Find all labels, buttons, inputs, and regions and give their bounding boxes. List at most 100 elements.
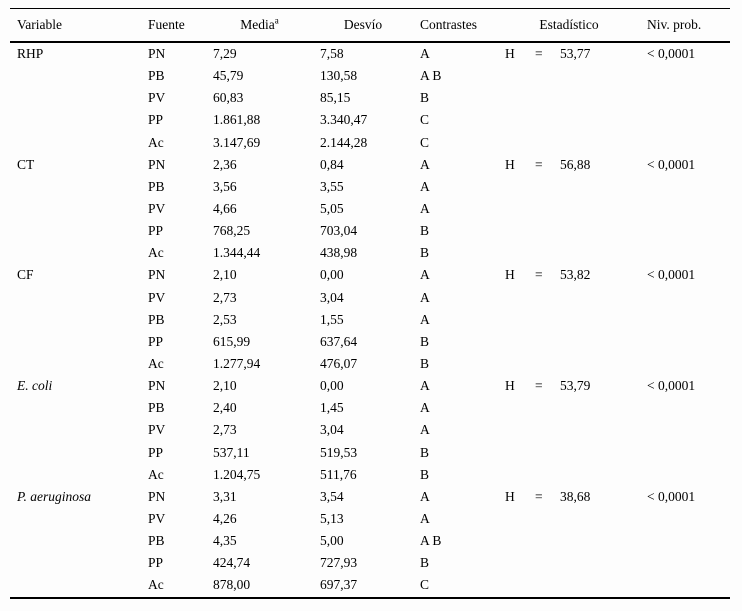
variable-cell: E. coli <box>17 378 53 394</box>
desvio-cell: 3,54 <box>320 488 344 504</box>
media-cell: 615,99 <box>213 333 251 349</box>
stat-symbol-cell: H <box>505 378 515 394</box>
stat-equals-cell <box>528 442 553 464</box>
media-cell: 60,83 <box>213 90 244 106</box>
stat-symbol-cell <box>498 464 528 486</box>
media-cell: 4,35 <box>213 533 237 549</box>
fuente-cell: Ac <box>148 466 164 482</box>
table-row: E. coli PN 2,10 0,00 A H = 53,79 < 0,000… <box>10 375 730 397</box>
desvio-cell: 697,37 <box>320 577 358 593</box>
stat-equals-cell <box>528 242 553 264</box>
desvio-cell: 5,00 <box>320 533 344 549</box>
variable-cell: CF <box>17 267 34 283</box>
media-cell: 4,66 <box>213 201 237 217</box>
variable-cell <box>10 442 141 464</box>
contrastes-cell: A <box>420 201 430 217</box>
stat-value-cell <box>553 419 640 441</box>
media-cell: 1.344,44 <box>213 245 261 261</box>
table-row: PV 60,83 85,15 B <box>10 87 730 109</box>
fuente-cell: Ac <box>148 245 164 261</box>
stat-value-cell <box>553 442 640 464</box>
niv-prob-cell <box>640 87 730 109</box>
contrastes-cell: A <box>420 488 430 504</box>
table-row: Ac 1.204,75 511,76 B <box>10 464 730 486</box>
media-cell: 4,26 <box>213 511 237 527</box>
contrastes-cell: A B <box>420 533 442 549</box>
table-row: PP 615,99 637,64 B <box>10 331 730 353</box>
niv-prob-cell: < 0,0001 <box>647 488 696 504</box>
fuente-cell: PV <box>148 90 166 106</box>
desvio-cell: 0,00 <box>320 267 344 283</box>
col-desvio-header: Desvío <box>343 17 383 32</box>
stat-equals-cell <box>528 109 553 131</box>
media-cell: 2,73 <box>213 422 237 438</box>
variable-cell <box>10 176 141 198</box>
table-row: Ac 878,00 697,37 C <box>10 574 730 597</box>
contrastes-cell: A B <box>420 68 442 84</box>
fuente-cell: Ac <box>148 134 164 150</box>
table-row: PP 537,11 519,53 B <box>10 442 730 464</box>
stat-symbol-cell <box>498 220 528 242</box>
stat-equals-cell <box>528 353 553 375</box>
table-row: CF PN 2,10 0,00 A H = 53,82 < 0,0001 <box>10 264 730 286</box>
fuente-cell: PP <box>148 223 164 239</box>
stat-value-cell <box>553 198 640 220</box>
niv-prob-cell <box>640 464 730 486</box>
contrastes-cell: A <box>420 422 430 438</box>
variable-cell <box>10 397 141 419</box>
stat-equals-cell <box>528 530 553 552</box>
col-estadistico-header: Estadístico <box>539 17 599 32</box>
desvio-cell: 130,58 <box>320 68 358 84</box>
stat-symbol-cell <box>498 552 528 574</box>
fuente-cell: PV <box>148 422 166 438</box>
stat-symbol-cell <box>498 176 528 198</box>
contrastes-cell: A <box>420 178 430 194</box>
fuente-cell: PN <box>148 378 166 394</box>
desvio-cell: 3.340,47 <box>320 112 368 128</box>
niv-prob-cell <box>640 530 730 552</box>
stat-symbol-cell <box>498 419 528 441</box>
stat-value-cell <box>553 220 640 242</box>
media-cell: 2,53 <box>213 311 237 327</box>
table-row: PP 768,25 703,04 B <box>10 220 730 242</box>
table-row: PP 1.861,88 3.340,47 C <box>10 109 730 131</box>
fuente-cell: PV <box>148 201 166 217</box>
desvio-cell: 511,76 <box>320 466 357 482</box>
table-row: PB 4,35 5,00 A B <box>10 530 730 552</box>
fuente-cell: PP <box>148 555 164 571</box>
contrastes-cell: C <box>420 134 430 150</box>
stat-equals-cell <box>528 419 553 441</box>
contrastes-cell: B <box>420 245 430 261</box>
stat-equals-cell <box>528 65 553 87</box>
fuente-cell: Ac <box>148 577 164 593</box>
stat-equals-cell <box>528 309 553 331</box>
niv-prob-cell <box>640 176 730 198</box>
niv-prob-cell <box>640 287 730 309</box>
desvio-cell: 5,05 <box>320 201 344 217</box>
contrastes-cell: B <box>420 555 430 571</box>
niv-prob-cell <box>640 574 730 597</box>
variable-cell <box>10 530 141 552</box>
table-row: PB 45,79 130,58 A B <box>10 65 730 87</box>
table-row: PP 424,74 727,93 B <box>10 552 730 574</box>
variable-cell <box>10 109 141 131</box>
niv-prob-cell <box>640 552 730 574</box>
stat-equals-cell: = <box>535 46 543 62</box>
col-fuente-header: Fuente <box>148 17 185 32</box>
stat-value-cell <box>553 132 640 154</box>
variable-cell <box>10 331 141 353</box>
desvio-cell: 637,64 <box>320 333 358 349</box>
variable-cell <box>10 574 141 597</box>
stat-symbol-cell <box>498 132 528 154</box>
fuente-cell: PB <box>148 533 165 549</box>
niv-prob-cell <box>640 242 730 264</box>
desvio-cell: 1,55 <box>320 311 344 327</box>
contrastes-cell: A <box>420 311 430 327</box>
stat-equals-cell: = <box>535 488 543 504</box>
stat-value-cell <box>553 353 640 375</box>
stat-value-cell <box>553 331 640 353</box>
contrastes-cell: A <box>420 46 430 62</box>
stat-value-cell: 53,82 <box>560 267 591 283</box>
variable-cell <box>10 65 141 87</box>
media-cell: 7,29 <box>213 46 237 62</box>
